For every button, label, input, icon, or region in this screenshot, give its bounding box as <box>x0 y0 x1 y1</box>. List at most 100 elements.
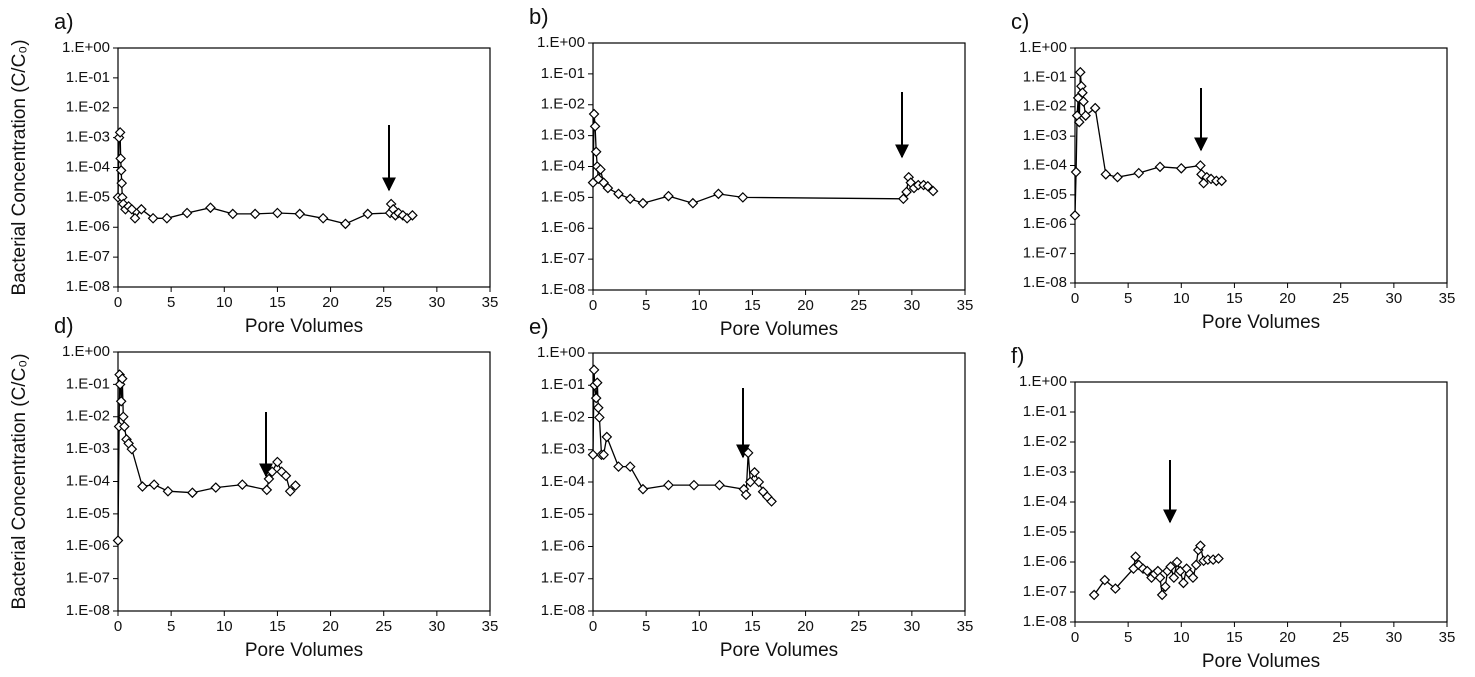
x-tick-label: 20 <box>797 297 814 314</box>
data-point <box>589 120 601 132</box>
data-point <box>1178 577 1189 589</box>
y-tick-label: 1.E-02 <box>66 99 110 116</box>
y-tick-label: 1.E-04 <box>66 158 110 175</box>
y-tick-label: 1.E-06 <box>1023 553 1067 570</box>
data-point <box>362 208 374 220</box>
plot-frame <box>117 351 491 612</box>
y-tick-label: 1.E-07 <box>541 570 585 587</box>
x-tick-label: 25 <box>1332 290 1349 307</box>
data-point <box>637 483 649 495</box>
x-tick-label: 25 <box>850 618 867 635</box>
plot-frame <box>1074 381 1448 623</box>
data-point <box>1205 173 1217 185</box>
y-tick-label: 1.E-01 <box>66 375 110 392</box>
x-tick-label: 10 <box>1173 290 1190 307</box>
panel-label: b) <box>529 4 549 29</box>
y-tick-label: 1.E-07 <box>66 570 110 587</box>
data-point <box>753 476 765 488</box>
plot-frame <box>592 42 966 291</box>
panel: 1.E+00 1.E-01 1.E-02 1.E-03 1.E-04 1.E-05 1.E-… <box>529 4 973 340</box>
y-tick-label: 1.E-08 <box>541 602 585 619</box>
y-tick-label: 1.E-08 <box>541 281 585 298</box>
data-point <box>588 108 600 120</box>
y-tick-label: 1.E-03 <box>66 129 110 146</box>
data-point <box>181 207 193 219</box>
x-tick-label: 35 <box>1439 629 1456 646</box>
y-tick-label: 1.E-03 <box>541 127 585 144</box>
data-point <box>742 447 754 459</box>
data-point <box>1078 96 1089 107</box>
panel: 1.E+00 1.E-01 1.E-02 1.E-03 1.E-04 1.E-05 1.E-… <box>1011 343 1455 672</box>
y-tick-label: 1.E+00 <box>1019 39 1067 56</box>
data-point <box>129 212 141 224</box>
y-tick-label: 1.E-04 <box>1023 156 1067 173</box>
data-point <box>1187 572 1199 584</box>
data-line <box>592 369 773 502</box>
x-tick-label: 0 <box>1071 629 1079 646</box>
data-point <box>119 421 130 432</box>
x-tick-label: 0 <box>114 618 122 635</box>
data-point <box>272 456 283 468</box>
y-tick-label: 1.E-06 <box>541 219 585 236</box>
y-tick-label: 1.E+00 <box>62 343 110 360</box>
arrows <box>259 88 1208 524</box>
data-point <box>901 186 912 198</box>
data-point <box>117 411 129 423</box>
x-tick-label: 25 <box>375 618 392 635</box>
x-tick-label: 5 <box>642 618 650 635</box>
data-point <box>613 461 624 472</box>
data-point <box>1213 553 1224 564</box>
data-point <box>161 212 173 224</box>
data-point <box>713 188 724 200</box>
data-point <box>1141 565 1153 577</box>
x-tick-label: 15 <box>744 618 761 635</box>
x-tick-label: 30 <box>904 618 921 635</box>
data-point <box>1088 589 1100 601</box>
y-tick-label: 1.E-06 <box>66 537 110 554</box>
data-point <box>290 480 301 491</box>
data-point <box>126 443 138 455</box>
x-tick-label: 20 <box>1279 290 1296 307</box>
data-point <box>1156 589 1168 601</box>
data-point <box>126 203 138 215</box>
data-point <box>592 402 604 414</box>
data-point <box>602 182 614 194</box>
x-tick-label: 10 <box>691 618 708 635</box>
data-point <box>898 193 909 205</box>
x-tick-label: 5 <box>1124 290 1132 307</box>
data-point <box>590 146 602 158</box>
y-tick-label: 1.E-04 <box>541 473 585 490</box>
data-point <box>1175 162 1187 174</box>
x-tick-label: 25 <box>375 294 392 311</box>
data-point <box>598 449 609 461</box>
x-tick-label: 0 <box>114 294 122 311</box>
data-point <box>266 466 278 478</box>
y-tick-label: 1.E-01 <box>541 376 585 393</box>
x-tick-label: 10 <box>1173 629 1190 646</box>
data-point <box>624 461 636 472</box>
panel: 1.E+00 1.E-01 1.E-02 1.E-03 1.E-04 1.E-05 1.E-… <box>529 314 973 661</box>
data-point <box>613 188 624 200</box>
data-point <box>749 466 760 478</box>
data-point <box>1168 572 1180 584</box>
panel-label: f) <box>1011 343 1024 368</box>
data-point <box>407 210 418 221</box>
x-axis-title: Pore Volumes <box>720 640 838 661</box>
x-tick-label: 5 <box>167 618 175 635</box>
y-tick-label: 1.E-08 <box>66 278 110 295</box>
data-point <box>249 208 261 220</box>
x-tick-label: 10 <box>691 297 708 314</box>
x-tick-label: 5 <box>1124 629 1132 646</box>
data-point <box>1195 540 1206 552</box>
x-axis-title: Pore Volumes <box>245 316 363 337</box>
y-tick-label: 1.E-01 <box>1023 403 1067 420</box>
y-tick-label: 1.E-01 <box>66 69 110 86</box>
data-point <box>1073 116 1085 128</box>
data-point <box>1171 556 1183 568</box>
y-tick-label: 1.E-06 <box>1023 215 1067 232</box>
y-tick-label: 1.E-05 <box>66 505 110 522</box>
x-tick-label: 30 <box>429 618 446 635</box>
y-tick-label: 1.E-04 <box>541 157 585 174</box>
x-axis-title: Pore Volumes <box>1202 651 1320 672</box>
data-point <box>280 470 292 482</box>
